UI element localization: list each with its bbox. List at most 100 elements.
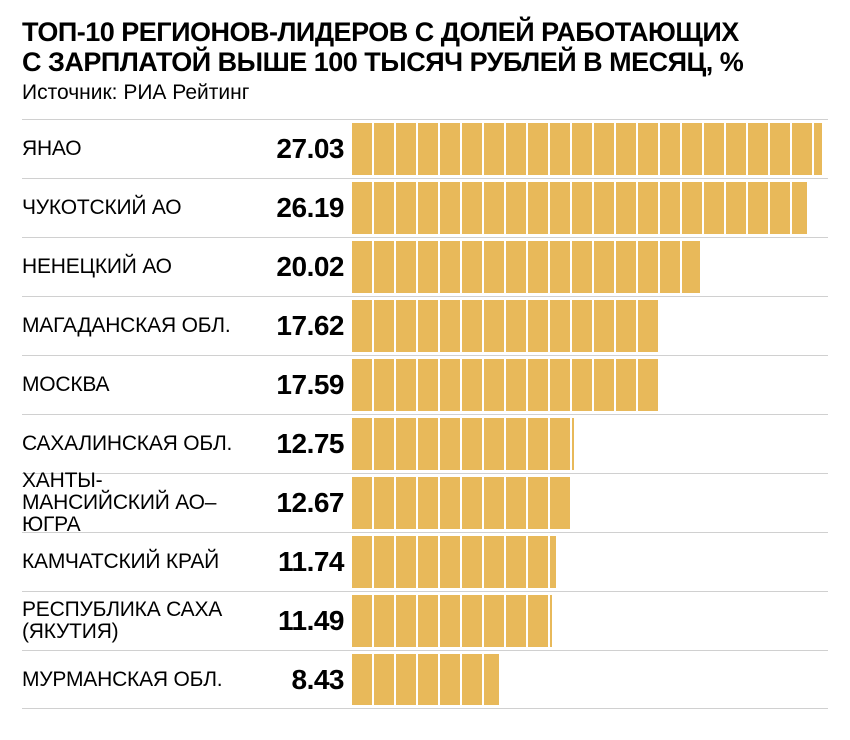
chart-title: ТОП-10 РЕГИОНОВ-ЛИДЕРОВ С ДОЛЕЙ РАБОТАЮЩ… — [22, 18, 828, 77]
region-label: РЕСПУБЛИКА САХА (ЯКУТИЯ) — [22, 599, 252, 643]
region-value: 20.02 — [252, 251, 352, 283]
bar-segment — [440, 536, 460, 588]
bar-segment-partial — [484, 654, 499, 705]
chart-container: ТОП-10 РЕГИОНОВ-ЛИДЕРОВ С ДОЛЕЙ РАБОТАЮЩ… — [0, 0, 850, 740]
region-value: 11.49 — [252, 605, 352, 637]
region-value: 17.59 — [252, 369, 352, 401]
bar-segment — [528, 182, 548, 234]
bar-segment — [550, 359, 570, 411]
bar-segment — [550, 241, 570, 293]
bar-segment — [594, 123, 614, 175]
region-value: 8.43 — [252, 664, 352, 696]
bar-segment — [462, 536, 482, 588]
bar-segment — [572, 241, 592, 293]
bar-segment — [528, 241, 548, 293]
bar — [352, 651, 499, 708]
region-label: КАМЧАТСКИЙ КРАЙ — [22, 551, 252, 573]
bar-segment — [396, 359, 416, 411]
bar-segment — [462, 595, 482, 647]
bar — [352, 297, 658, 355]
bar-segment — [660, 241, 680, 293]
bar-segment — [374, 477, 394, 529]
bar-segment — [440, 477, 460, 529]
bar-segment — [484, 536, 504, 588]
bar-segment — [638, 123, 658, 175]
bar-segment — [396, 654, 416, 705]
bar-segment — [374, 418, 394, 470]
bar-segment-partial — [638, 359, 658, 411]
bar-segment — [572, 123, 592, 175]
bar — [352, 120, 822, 178]
region-label: ЯНАО — [22, 138, 252, 160]
bar-segment — [550, 123, 570, 175]
bar-segment — [462, 241, 482, 293]
bar-segment — [396, 123, 416, 175]
chart-row: ЧУКОТСКИЙ АО26.19 — [22, 178, 828, 237]
bar-segment — [462, 654, 482, 705]
chart-row: МАГАДАНСКАЯ ОБЛ.17.62 — [22, 296, 828, 355]
bar-segment-partial — [572, 418, 574, 470]
bar — [352, 415, 574, 473]
bar-segment — [660, 182, 680, 234]
bar-segment — [572, 359, 592, 411]
bar-segment — [352, 182, 372, 234]
bar — [352, 474, 572, 532]
bar-segment — [352, 477, 372, 529]
bar-segment — [440, 654, 460, 705]
bar-segment — [374, 359, 394, 411]
bar-segment — [462, 300, 482, 352]
bar-segment — [418, 182, 438, 234]
bar-segment — [484, 300, 504, 352]
bar-segment — [594, 241, 614, 293]
bar-segment — [396, 418, 416, 470]
bar-segment — [770, 182, 790, 234]
bar-segment — [374, 536, 394, 588]
bar-segment — [352, 300, 372, 352]
bar-segment — [418, 359, 438, 411]
bar-segment — [528, 536, 548, 588]
bar-segment — [440, 241, 460, 293]
bar-segment — [352, 654, 372, 705]
bar-segment-partial — [638, 300, 658, 352]
bar-segment — [616, 359, 636, 411]
region-value: 12.67 — [252, 487, 352, 519]
bar-segment — [440, 418, 460, 470]
bar-segment — [572, 300, 592, 352]
bar-segment — [704, 182, 724, 234]
bar-segment — [506, 182, 526, 234]
region-label: МУРМАНСКАЯ ОБЛ. — [22, 669, 252, 691]
chart-row: ХАНТЫ-МАНСИЙСКИЙ АО–ЮГРА12.67 — [22, 473, 828, 532]
bar-segment — [374, 123, 394, 175]
title-line-1: ТОП-10 РЕГИОНОВ-ЛИДЕРОВ С ДОЛЕЙ РАБОТАЮЩ… — [22, 17, 739, 47]
region-label: ЧУКОТСКИЙ АО — [22, 197, 252, 219]
bar-segment — [726, 123, 746, 175]
bar-area — [352, 179, 822, 237]
chart-row: КАМЧАТСКИЙ КРАЙ11.74 — [22, 532, 828, 591]
bar — [352, 533, 556, 591]
bar-segment — [352, 241, 372, 293]
bar-segment — [418, 300, 438, 352]
bar-segment — [484, 477, 504, 529]
bar-segment — [374, 595, 394, 647]
bar — [352, 592, 552, 650]
chart-row: САХАЛИНСКАЯ ОБЛ.12.75 — [22, 414, 828, 473]
region-label: САХАЛИНСКАЯ ОБЛ. — [22, 433, 252, 455]
chart-source: Источник: РИА Рейтинг — [22, 81, 828, 105]
bar-segment — [462, 123, 482, 175]
bar-segment — [396, 595, 416, 647]
bar-segment — [484, 418, 504, 470]
bar-segment — [550, 300, 570, 352]
bar-segment — [462, 359, 482, 411]
bar-segment — [726, 182, 746, 234]
bar-segment — [374, 182, 394, 234]
region-label: ХАНТЫ-МАНСИЙСКИЙ АО–ЮГРА — [22, 470, 252, 536]
bar-segment — [616, 300, 636, 352]
bar-segment-partial — [792, 182, 807, 234]
bar-segment — [484, 182, 504, 234]
chart-rows: ЯНАО27.03ЧУКОТСКИЙ АО26.19НЕНЕЦКИЙ АО20.… — [22, 119, 828, 709]
bar-segment — [418, 536, 438, 588]
bar-segment — [352, 359, 372, 411]
bar-segment — [528, 418, 548, 470]
region-value: 11.74 — [252, 546, 352, 578]
bar — [352, 179, 807, 237]
